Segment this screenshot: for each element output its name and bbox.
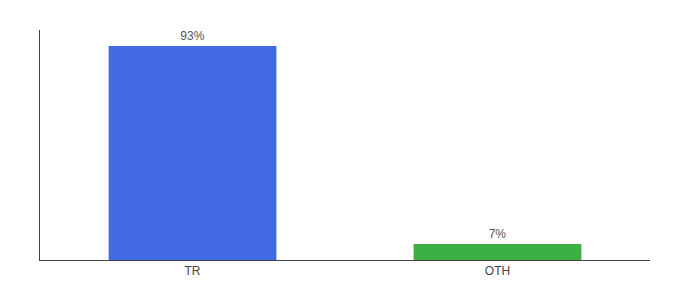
svg-text:93%: 93% <box>180 29 204 43</box>
svg-text:OTH: OTH <box>485 264 510 278</box>
svg-text:7%: 7% <box>489 227 507 241</box>
svg-text:TR: TR <box>185 264 201 278</box>
